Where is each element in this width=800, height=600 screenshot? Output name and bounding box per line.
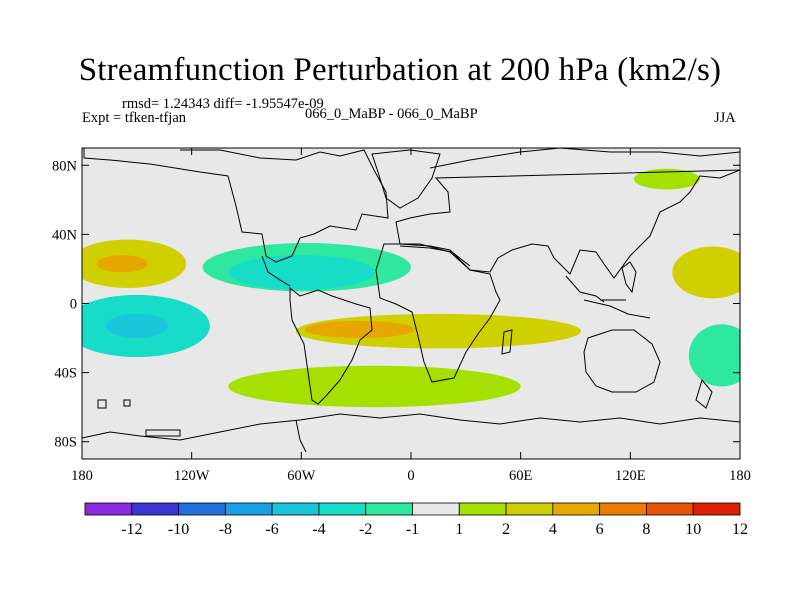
- x-tick-label: 60W: [287, 468, 316, 484]
- contour-fields: [82, 168, 740, 408]
- colorbar-swatch: [365, 502, 413, 516]
- season-label: JJA: [714, 110, 736, 126]
- colorbar-swatch: [599, 502, 647, 516]
- y-tick-label: 80S: [54, 435, 77, 451]
- colorbar-label: 2: [502, 521, 510, 538]
- colorbar-label: 10: [685, 521, 701, 538]
- colorbar-swatch: [84, 502, 133, 516]
- cases-label: 066_0_MaBP - 066_0_MaBP: [305, 106, 478, 122]
- colorbar-swatch: [692, 502, 741, 516]
- colorbar-label: -2: [359, 521, 372, 538]
- colorbar-swatch: [224, 502, 273, 516]
- coastlines: [82, 148, 740, 453]
- field-region-9: [633, 168, 700, 190]
- field-region-11: [688, 324, 740, 387]
- colorbar-label: 1: [455, 521, 463, 538]
- coast-australia: [583, 329, 661, 393]
- y-tick-label: 0: [70, 297, 77, 313]
- x-tick-label: 180: [71, 468, 93, 484]
- chart-title: Streamfunction Perturbation at 200 hPa (…: [78, 52, 722, 88]
- colorbar-label: -4: [312, 521, 325, 538]
- y-tick-label: 80N: [52, 158, 78, 174]
- colorbar-label: 8: [642, 521, 650, 538]
- coast-central-america: [261, 255, 291, 287]
- colorbar-label: -6: [265, 521, 278, 538]
- colorbar-swatch: [178, 502, 226, 516]
- y-tick-label: 40S: [54, 366, 77, 382]
- coast-greenland: [371, 149, 441, 209]
- x-tick-label: 180: [729, 468, 751, 484]
- field-region-5: [228, 255, 375, 290]
- stats-label: rmsd= 1.24343 diff= -1.95547e-09: [122, 96, 324, 112]
- colorbar-swatch: [412, 502, 460, 516]
- y-tick-label: 40N: [52, 227, 78, 243]
- colorbar-swatch: [131, 502, 179, 516]
- coast-islands: [97, 399, 181, 437]
- coast-southeast-asia: [565, 275, 651, 319]
- coast-japan: [621, 261, 637, 294]
- coast-antarctica: [82, 413, 740, 441]
- x-tick-label: 0: [407, 468, 414, 484]
- axes: 180 120W 60W 0 60E 120E 180 80N 40N 0 40S 80S: [52, 148, 751, 484]
- colorbar-label: -1: [406, 521, 419, 538]
- colorbar-swatch: [646, 502, 694, 516]
- field-region-7: [304, 320, 415, 339]
- colorbar: -12 -10 -8 -6 -4 -2 -1 1 2 4 6 8 10 12: [84, 502, 748, 538]
- x-tick-label: 60E: [509, 468, 533, 484]
- colorbar-label: 6: [596, 521, 604, 538]
- experiment-label: Expt = tfken-tfjan: [82, 110, 187, 126]
- coast-south-america: [289, 286, 373, 405]
- colorbar-swatch: [318, 502, 367, 516]
- colorbar-swatch: [552, 502, 601, 516]
- colorbar-label: -12: [121, 521, 142, 538]
- colorbar-label: -8: [219, 521, 232, 538]
- field-region-8: [228, 365, 521, 408]
- field-region-10: [672, 246, 740, 299]
- coast-madagascar: [501, 329, 513, 355]
- coast-north-america: [83, 148, 389, 263]
- coast-antarctic-peninsula: [295, 419, 307, 453]
- colorbar-swatch: [505, 502, 554, 516]
- map-background: [82, 148, 740, 459]
- coast-africa: [375, 243, 501, 383]
- colorbar-label: 4: [549, 521, 557, 538]
- colorbar-swatch: [271, 502, 320, 516]
- x-tick-label: 120W: [174, 468, 210, 484]
- colorbar-swatch: [458, 502, 507, 516]
- coast-eurasia: [395, 148, 740, 279]
- colorbar-label: 12: [732, 521, 748, 538]
- field-region-1: [96, 255, 148, 273]
- coast-new-zealand: [695, 378, 713, 409]
- x-tick-label: 120E: [615, 468, 646, 484]
- field-region-3: [105, 313, 168, 339]
- colorbar-label: -10: [168, 521, 189, 538]
